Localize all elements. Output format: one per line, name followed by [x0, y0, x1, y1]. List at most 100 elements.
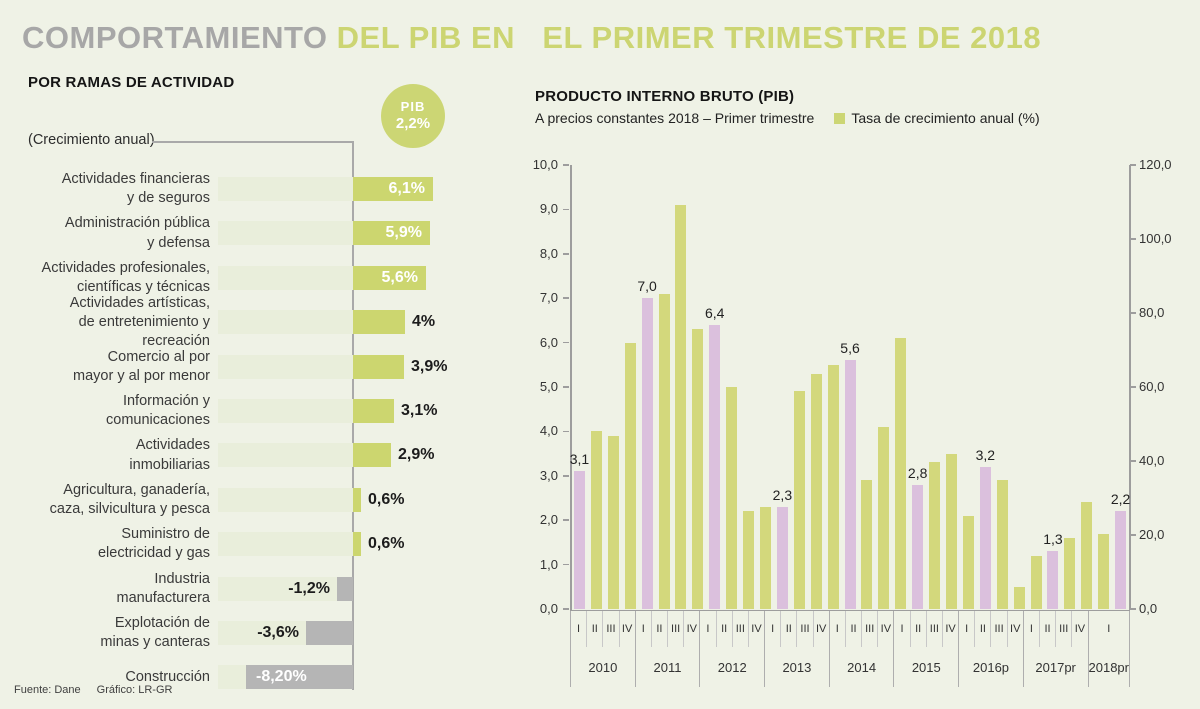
quarter-label-2011-III: III: [667, 611, 683, 647]
value-label: 2,9%: [398, 446, 435, 464]
bar-slot-2010-IV: [622, 165, 639, 609]
y-tick-label-left: 1,0: [539, 556, 558, 572]
quarter-label-2015-II: II: [909, 611, 926, 647]
year-label-2011: 2011: [653, 659, 682, 675]
bar-slot-2011-III: [672, 165, 689, 609]
bar-value-label-2012: 6,4: [705, 305, 725, 321]
activity-row: Comercio al por mayor y al por menor 3,9%: [28, 345, 498, 389]
quarter-label-2011-II: II: [650, 611, 667, 647]
quarter-label-2016p-II: II: [974, 611, 990, 647]
bar-slot-2016p-I: 3,2: [976, 165, 995, 609]
bar-slot-2012-IV: [757, 165, 774, 609]
activity-row-chart: 0,6%: [218, 522, 498, 566]
value-bar: [353, 487, 361, 512]
activity-label: Actividades financieras y de seguros: [61, 171, 210, 207]
activity-row-chart: 6,1%: [218, 167, 498, 211]
y-tick-mark-left: [563, 386, 569, 388]
bar-slot-2010-II: [588, 165, 605, 609]
quarter-label-2013-III: III: [796, 611, 812, 647]
y-tick-label-left: 4,0: [539, 423, 558, 439]
activity-row: Información y comunicaciones 3,1%: [28, 389, 498, 433]
activity-row-chart: -3,6%: [218, 611, 498, 655]
quarter-bar-2013-I: [776, 507, 788, 609]
y-tick-label-left: 6,0: [539, 334, 558, 350]
activity-row: Agricultura, ganadería, caza, silvicultur…: [28, 478, 498, 522]
quarter-bar-2010-II: [590, 431, 602, 609]
y-tick-label-right: 0,0: [1139, 601, 1158, 616]
bar-slot-2015-I: 2,8: [908, 165, 927, 609]
quarter-bar-2012-III: [743, 511, 755, 609]
bar-slot-2012-II: [723, 165, 740, 609]
activity-label: Construcción: [125, 668, 210, 685]
quarter-label-2011-IV: IV: [683, 611, 699, 647]
bar-slot-2014-III: [875, 165, 892, 609]
quarter-bar-2016p-I: [979, 467, 991, 609]
quarter-bar-2011-III: [675, 205, 687, 609]
y-axis-left-line: [570, 165, 572, 610]
quarter-label-2017pr-I: I: [1029, 623, 1033, 635]
y-tick-mark-left: [563, 253, 569, 255]
value-label: -8,20%: [256, 668, 307, 686]
value-label: 5,6%: [381, 268, 418, 286]
quarters-row-2010: I II III IV: [571, 611, 635, 647]
quarter-label-2017pr-IV: IV: [1071, 611, 1087, 647]
y-tick-mark-left: [563, 475, 569, 477]
bar-track: [218, 532, 353, 557]
bar-value-label-2017pr: 1,3: [1043, 531, 1063, 547]
quarter-bar-2015-III: [945, 454, 957, 609]
bar-slot-2018pr-I: 2,2: [1110, 165, 1131, 609]
quarter-label-2016p-I: I: [965, 623, 969, 635]
quarter-bar-2017pr-III: [1081, 502, 1093, 609]
y-tick-mark-left: [563, 164, 569, 166]
quarter-label-2014-I: I: [835, 623, 839, 635]
quarter-label-2012-II: II: [715, 611, 732, 647]
bar-slot-2010-III: [605, 165, 622, 609]
quarter-label-2015-I: I: [900, 623, 904, 635]
quarter-bar-2012-I: [709, 325, 721, 609]
right-chart-title: PRODUCTO INTERNO BRUTO (PIB): [535, 88, 795, 105]
bar-track: [218, 265, 353, 290]
value-bar: [337, 576, 353, 601]
activity-label: Actividades profesionales, científicas y …: [41, 259, 210, 295]
quarters-row-2014: I II III IV: [830, 611, 894, 647]
quarters-row-2015: I II III IV: [894, 611, 958, 647]
value-label: 4%: [412, 313, 436, 331]
bar-slot-2011-I: 7,0: [637, 165, 657, 609]
bar-slot-2017pr-I: 1,3: [1043, 165, 1063, 609]
bar-slot-2016p-III: [1011, 165, 1028, 609]
bar-track: [218, 221, 353, 246]
activity-row-chart: -8,20%: [218, 655, 498, 699]
bar-slot-2014-II: [858, 165, 875, 609]
bar-value-label-2014: 5,6: [840, 340, 860, 356]
quarter-bar-2014-IV: [895, 338, 907, 609]
bar-slot-2011-II: [656, 165, 673, 609]
y-tick-label-right: 80,0: [1139, 305, 1165, 320]
quarter-label-2014-III: III: [861, 611, 877, 647]
quarter-bar-2011-I: [641, 298, 653, 609]
left-chart-title: POR RAMAS DE ACTIVIDAD: [28, 74, 235, 91]
bar-slot-2013-IV: [825, 165, 842, 609]
y-tick-mark-left: [563, 297, 569, 299]
activity-row: Actividades profesionales, científicas y …: [28, 256, 498, 300]
activity-row-chart: 3,9%: [218, 345, 498, 389]
y-tick-mark-right: [1130, 238, 1136, 240]
year-label-2015: 2015: [911, 659, 941, 675]
year-group-2015: 2,8: [908, 165, 977, 609]
activity-row: Construcción -8,20%: [28, 655, 498, 699]
quarter-bar-2013-II: [793, 391, 805, 609]
bar-slot-2015-II: [926, 165, 943, 609]
quarter-bar-2012-II: [726, 387, 738, 609]
quarter-label-2012-IV: IV: [747, 611, 764, 647]
page-title-gray: COMPORTAMIENTO: [22, 20, 337, 55]
pib-total-badge: PIB 2,2%: [381, 84, 445, 148]
value-label: 0,6%: [368, 535, 405, 553]
year-label-2014: 2014: [847, 659, 877, 675]
x-axis-group-2017pr: I II III IV 2017pr: [1024, 611, 1089, 687]
quarter-label-2010-IV: IV: [618, 611, 635, 647]
bar-value-label-2018pr: 2,2: [1110, 491, 1131, 507]
quarter-bar-2015-IV: [962, 516, 974, 609]
bar-value-label-2011: 7,0: [637, 278, 657, 294]
x-axis-labels: I II III IV 2010 I II III IV 2011 I II III IV 2012 I II I…: [570, 611, 1130, 687]
quarter-bar-2016p-II: [996, 480, 1008, 609]
quarter-bar-2013-IV: [827, 365, 839, 609]
